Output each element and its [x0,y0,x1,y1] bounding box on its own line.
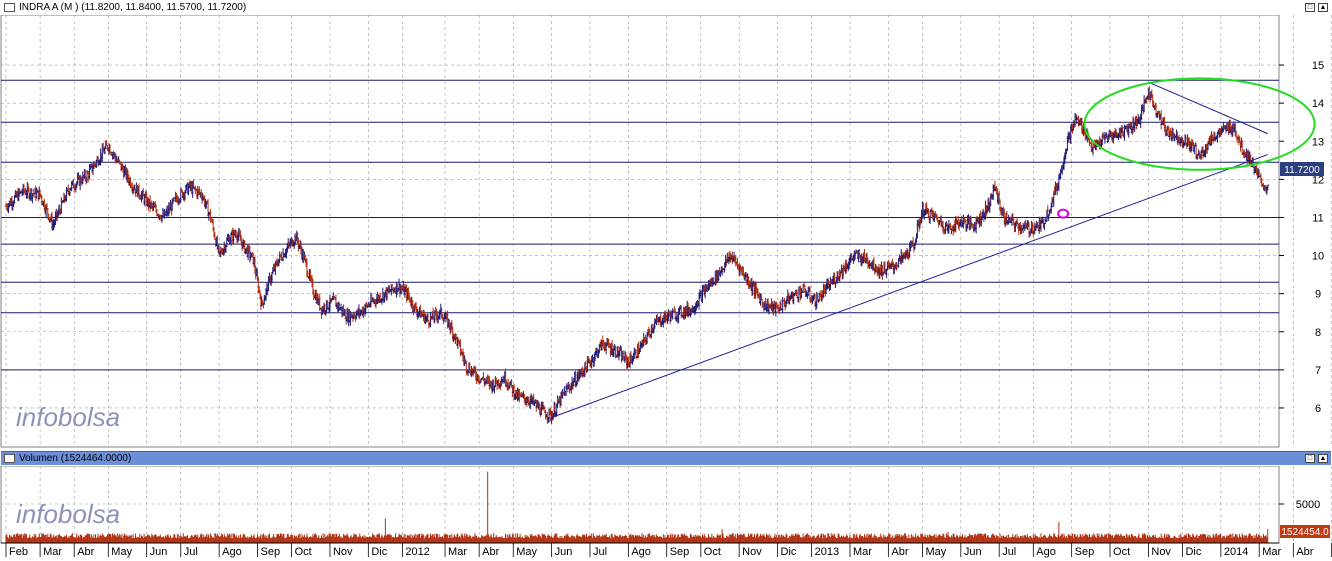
price-panel-titlebar[interactable]: INDRA A (M ) (11.8200, 11.8400, 11.5700,… [1,1,1331,15]
price-panel-title: INDRA A (M ) (11.8200, 11.8400, 11.5700,… [19,2,247,13]
scroll-up-icon[interactable]: ▲ [1318,3,1328,12]
minimize-icon[interactable]: □ [1305,3,1315,12]
window-menu-icon[interactable] [4,3,15,12]
